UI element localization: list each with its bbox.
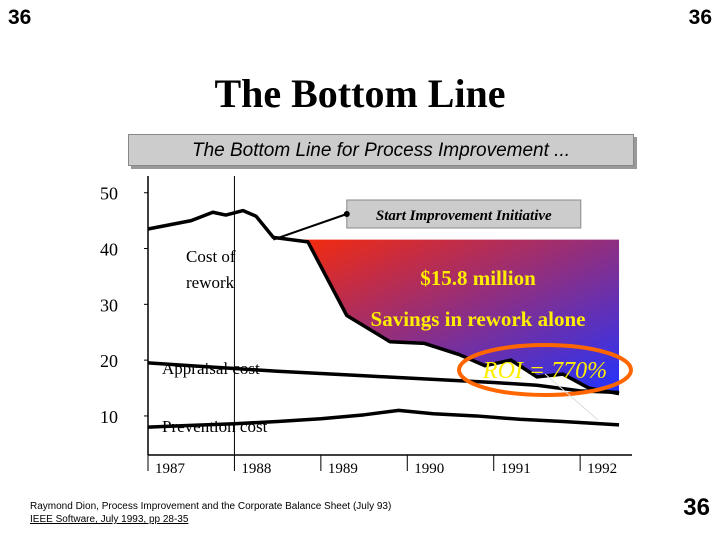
savings-label: Savings in rework alone [371, 307, 586, 331]
y-tick-label: 50 [100, 184, 118, 204]
start-initiative-box [346, 199, 582, 229]
citation-line-1: Raymond Dion, Process Improvement and th… [30, 501, 392, 512]
series-line-1 [147, 361, 620, 395]
savings-amount-label: $15.8 million [420, 266, 536, 290]
x-tick-label: 1987 [155, 461, 186, 477]
prevention-cost-label: Prevention cost [162, 417, 268, 436]
roi-label: ROI = 770% [482, 358, 607, 384]
cost-of-rework-label-2: rework [186, 273, 235, 292]
citation: Raymond Dion, Process Improvement and th… [30, 500, 391, 526]
series-line-2 [147, 408, 620, 429]
chart-subtitle: The Bottom Line for Process Improvement … [191, 140, 571, 161]
slide-number-top-left: 36 [8, 6, 32, 29]
y-tick-label: 40 [100, 240, 118, 260]
chart-subtitle-box: The Bottom Line for Process Improvement … [128, 134, 634, 166]
x-tick-label: 1988 [241, 461, 271, 477]
start-initiative-pointer [272, 213, 348, 241]
start-initiative-dot [343, 211, 350, 217]
slide-title: The Bottom Line [214, 71, 506, 116]
x-tick-label: 1992 [587, 461, 617, 477]
roi-pointer [544, 373, 599, 421]
series-line-0 [147, 208, 620, 396]
x-tick-label: 1989 [328, 461, 358, 477]
y-tick-label: 10 [100, 407, 118, 427]
y-tick-label: 20 [100, 351, 118, 371]
roi-ring [457, 343, 633, 397]
slide-number-bottom-right: 36 [683, 494, 710, 521]
y-tick-label: 30 [100, 295, 118, 315]
citation-line-2: IEEE Software, July 1993, pp 28-35 [30, 514, 189, 525]
slide-number-top-right: 36 [688, 6, 712, 29]
savings-area [273, 237, 620, 394]
start-initiative-label: Start Improvement Initiative [376, 208, 552, 224]
cost-of-rework-label: Cost of [186, 247, 236, 266]
x-tick-label: 1990 [414, 461, 444, 477]
appraisal-cost-label: Appraisal cost [162, 359, 260, 378]
x-tick-label: 1991 [501, 461, 531, 477]
